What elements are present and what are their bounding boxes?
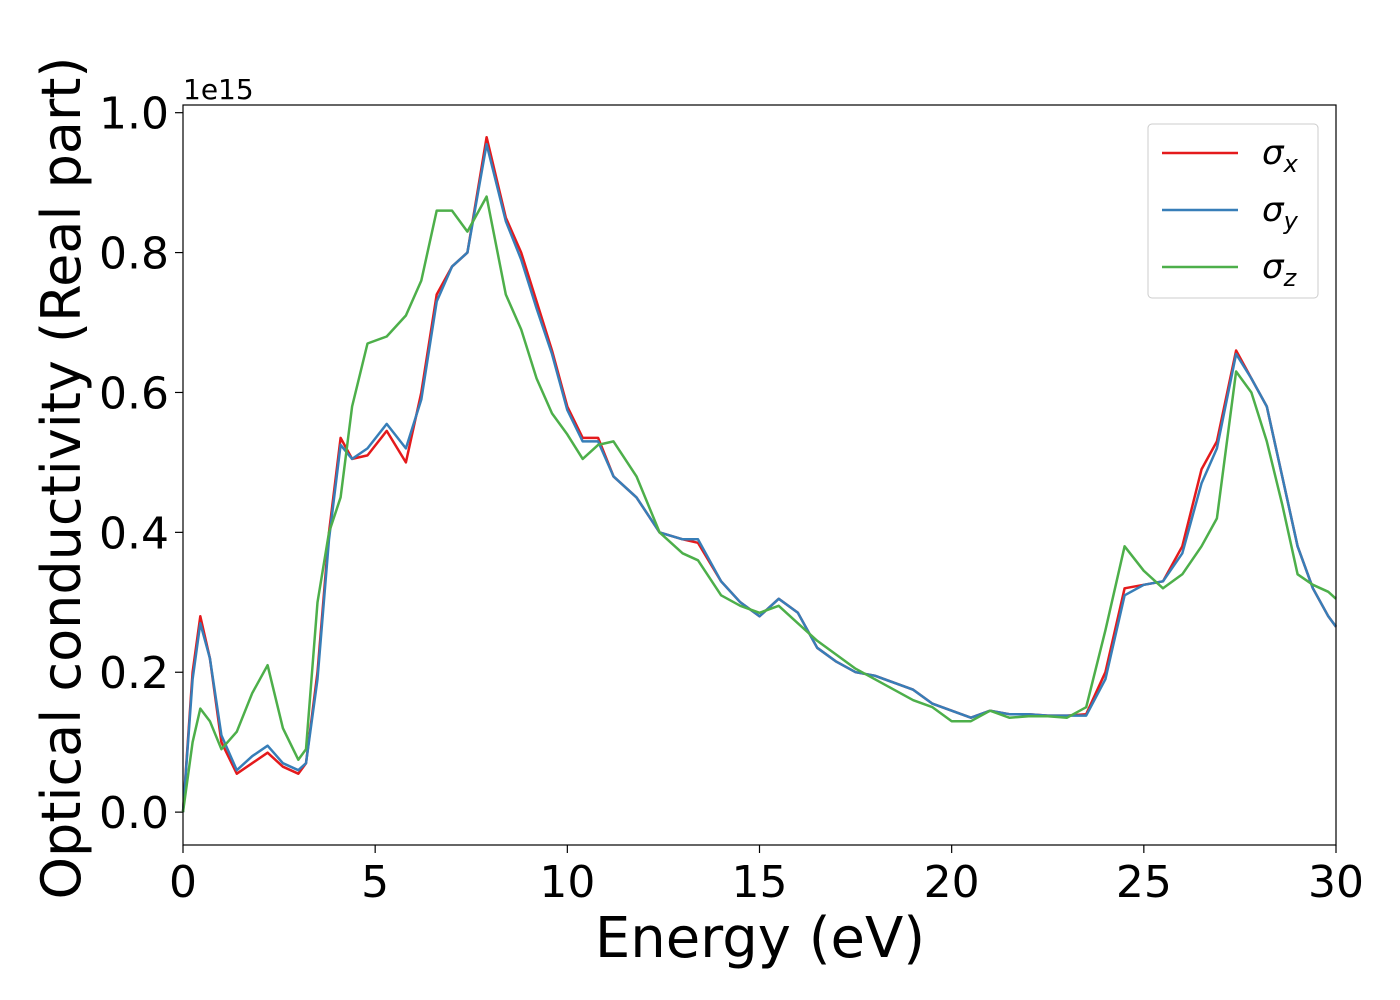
y-tick-label: 1.0 [99, 89, 169, 140]
y-tick-label: 0.2 [99, 648, 169, 699]
y-tick-label: 0.0 [99, 788, 169, 839]
series-line [181, 142, 1338, 813]
y-tick-label: 0.6 [99, 368, 169, 419]
x-axis-label: Energy (eV) [595, 906, 925, 971]
x-tick-label: 25 [1116, 857, 1172, 908]
y-axis-label: Optical conductivity (Real part) [30, 57, 93, 900]
y-tick-label: 0.8 [99, 229, 169, 280]
series-line [181, 195, 1337, 813]
x-tick-label: 20 [924, 857, 980, 908]
legend-label: σx [1262, 133, 1299, 178]
x-tick-label: 30 [1308, 857, 1364, 908]
y-tick-label: 0.4 [99, 508, 169, 559]
x-tick-label: 10 [539, 857, 595, 908]
legend-label: σy [1262, 190, 1299, 235]
y-offset-label: 1e15 [183, 73, 254, 106]
plot-frame [182, 104, 1337, 846]
x-tick-label: 5 [361, 857, 389, 908]
legend-label: σz [1262, 247, 1298, 292]
x-tick-label: 15 [732, 857, 788, 908]
x-tick-label: 0 [169, 857, 197, 908]
